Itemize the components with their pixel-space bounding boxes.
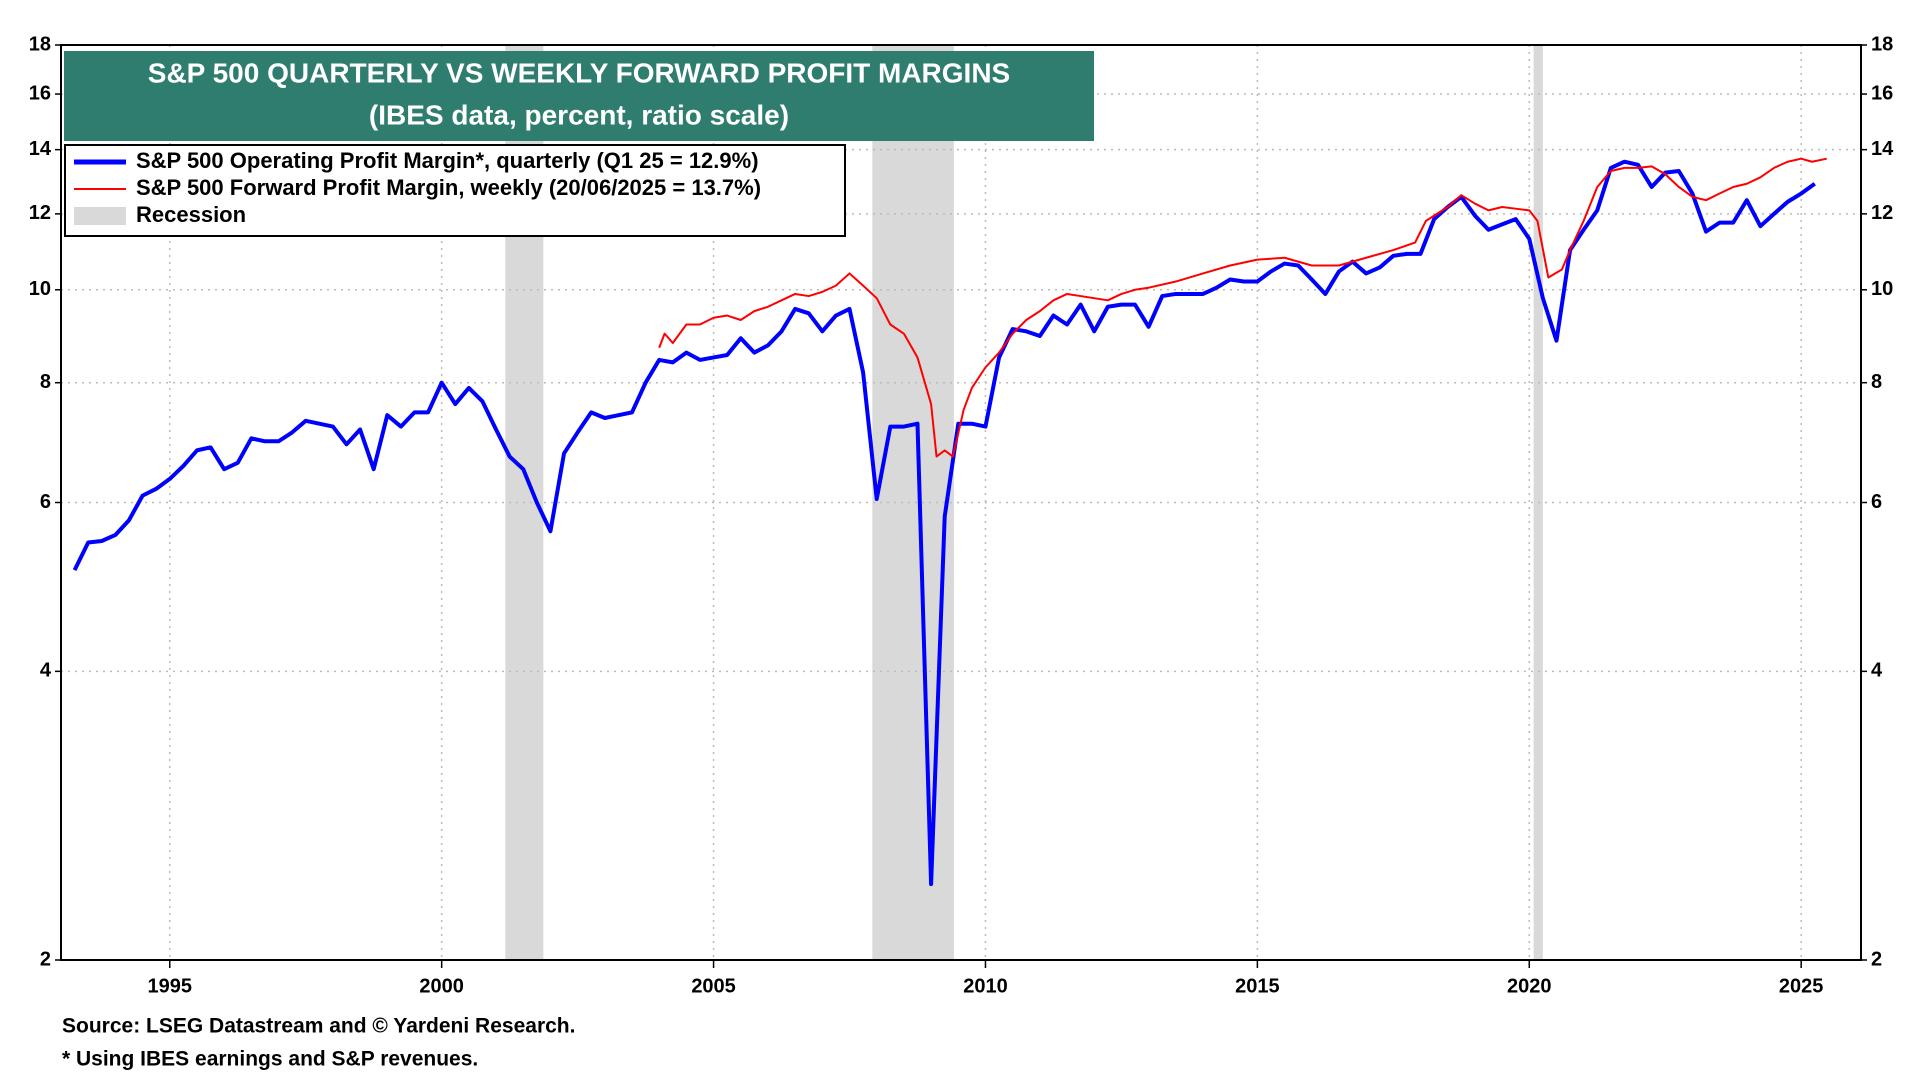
source-note: Source: LSEG Datastream and © Yardeni Re…: [62, 1015, 575, 1038]
y-tick-label: 8: [40, 371, 51, 393]
y2-tick-label: 14: [1871, 138, 1894, 160]
x-tick-label: 2015: [1235, 975, 1280, 997]
y-tick-label: 14: [29, 138, 52, 160]
y2-tick-label: 18: [1871, 33, 1893, 55]
legend-swatch: [74, 207, 126, 225]
y-tick-label: 16: [29, 82, 51, 104]
x-tick-label: 2025: [1779, 975, 1824, 997]
y2-tick-label: 16: [1871, 82, 1893, 104]
y-tick-label: 4: [40, 660, 52, 682]
x-tick-label: 2010: [963, 975, 1008, 997]
legend-label: Recession: [136, 202, 246, 227]
y-tick-label: 12: [29, 202, 51, 224]
y2-tick-label: 12: [1871, 202, 1893, 224]
chart-title: S&P 500 QUARTERLY VS WEEKLY FORWARD PROF…: [148, 57, 1010, 88]
legend-label: S&P 500 Forward Profit Margin, weekly (2…: [136, 175, 761, 200]
legend-label: S&P 500 Operating Profit Margin*, quarte…: [136, 148, 759, 173]
legend-box: [64, 144, 846, 237]
recession-band: [872, 45, 954, 960]
x-tick-label: 2005: [691, 975, 736, 997]
y-tick-label: 18: [29, 33, 51, 55]
background-layer: [55, 44, 1867, 968]
series-line: [658, 157, 1827, 458]
y-tick-label: 2: [40, 948, 51, 970]
footnote: * Using IBES earnings and S&P revenues.: [62, 1048, 478, 1071]
y2-tick-label: 8: [1871, 371, 1882, 393]
title-box: [64, 51, 1094, 141]
y2-tick-label: 10: [1871, 278, 1893, 300]
y2-tick-label: 4: [1871, 660, 1883, 682]
y-tick-label: 6: [40, 491, 51, 513]
x-tick-label: 2000: [419, 975, 464, 997]
x-tick-label: 1995: [148, 975, 193, 997]
chart-subtitle: (IBES data, percent, ratio scale): [369, 99, 789, 130]
x-tick-label: 2020: [1507, 975, 1552, 997]
plot-frame: [60, 44, 1862, 961]
y2-tick-label: 6: [1871, 491, 1882, 513]
series-line: [72, 159, 1816, 887]
data-layer: [72, 157, 1827, 887]
y-tick-label: 10: [29, 278, 51, 300]
y2-tick-label: 2: [1871, 948, 1882, 970]
